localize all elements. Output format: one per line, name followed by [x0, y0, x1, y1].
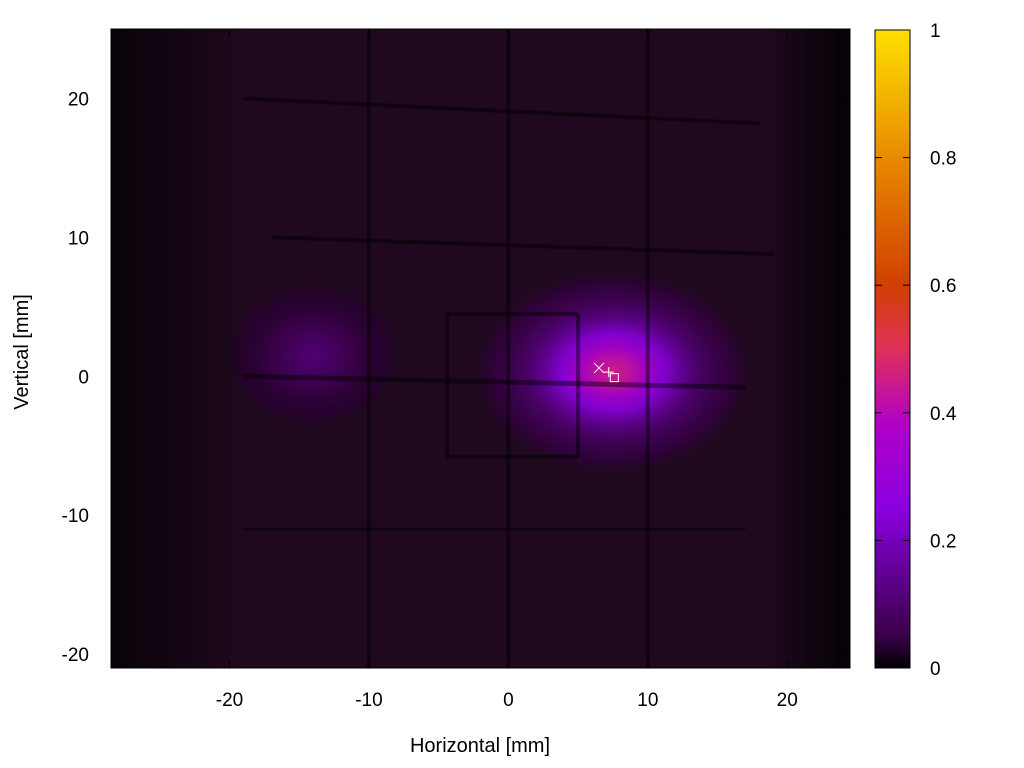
y-axis-title: Vertical [mm]: [11, 294, 33, 410]
plot-frame: [110, 28, 851, 669]
x-axis-ticks: -20 -10 0 10 20: [216, 29, 798, 711]
x-tick-label: -20: [216, 690, 243, 711]
mesh-shadow-lines: [243, 29, 774, 668]
intensity-peak: [227, 285, 400, 426]
centroid-markers: [593, 362, 619, 383]
x-tick-label: 0: [503, 690, 514, 711]
colorbar-tick-label: 0.6: [930, 276, 956, 297]
colorbar-tick-label: 0.2: [930, 531, 956, 552]
colorbar: 0 0.2 0.4 0.6 0.8 1: [874, 21, 957, 680]
y-tick-label: 10: [68, 228, 89, 249]
y-tick-label: -20: [62, 645, 89, 666]
mesh-shadow-line: [243, 96, 760, 126]
plot-area: -20 -10 0 10 20 -20 -10 0 10 20: [62, 28, 851, 711]
colorbar-tick-label: 0.8: [930, 149, 956, 170]
colorbar-tick-label: 0.4: [930, 404, 957, 425]
right-shadow-band: [760, 29, 850, 668]
colorbar-tick-label: 0: [930, 659, 941, 680]
left-shadow-band: [111, 29, 251, 668]
y-tick-label: -10: [62, 506, 89, 527]
x-axis-title: Horizontal [mm]: [410, 735, 550, 757]
x-tick-label: 20: [777, 690, 798, 711]
y-axis-ticks: -20 -10 0 10 20: [62, 89, 850, 666]
plus-marker: [603, 367, 614, 378]
colorbar-tick-label: 1: [930, 21, 941, 42]
x-tick-label: 10: [637, 690, 658, 711]
mesh-shadow-line: [271, 235, 774, 257]
y-tick-label: 0: [78, 367, 89, 388]
x-tick-label: -10: [355, 690, 382, 711]
square-marker: [609, 373, 619, 383]
colorbar-gradient: [874, 29, 911, 669]
cross-marker: [593, 362, 605, 374]
colorbar-ticks: 0 0.2 0.4 0.6 0.8 1: [875, 21, 957, 680]
y-tick-label: 20: [68, 89, 89, 110]
mesh-shadow-line: [243, 373, 746, 390]
